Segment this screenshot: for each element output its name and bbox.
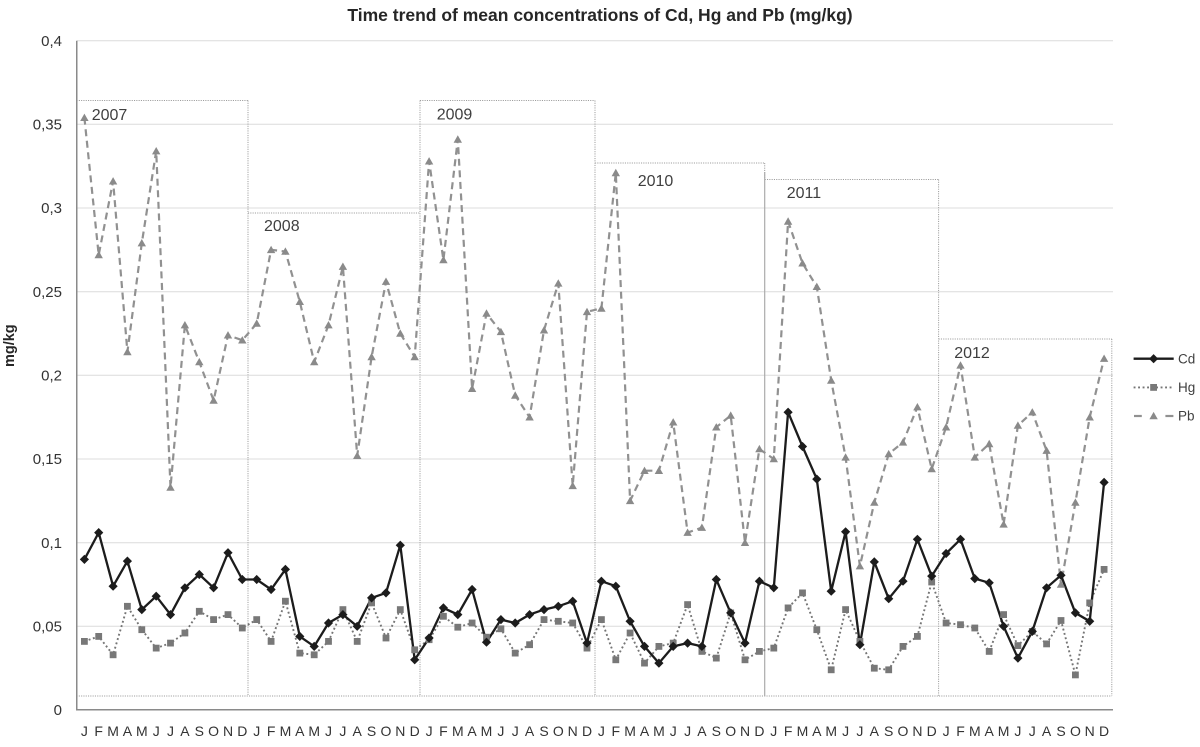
svg-text:J: J	[426, 723, 433, 739]
svg-text:F: F	[612, 723, 621, 739]
svg-text:N: N	[912, 723, 922, 739]
svg-text:0,05: 0,05	[33, 619, 62, 636]
svg-text:M: M	[998, 723, 1010, 739]
svg-text:O: O	[208, 723, 219, 739]
svg-text:2009: 2009	[437, 107, 473, 124]
svg-text:J: J	[598, 723, 605, 739]
svg-text:J: J	[842, 723, 849, 739]
svg-text:2012: 2012	[954, 345, 990, 362]
svg-text:O: O	[553, 723, 564, 739]
svg-text:J: J	[770, 723, 777, 739]
svg-text:F: F	[956, 723, 965, 739]
svg-text:0,2: 0,2	[41, 368, 62, 385]
svg-text:J: J	[167, 723, 174, 739]
svg-text:A: A	[525, 723, 535, 739]
svg-text:M: M	[136, 723, 148, 739]
svg-text:M: M	[825, 723, 837, 739]
svg-text:F: F	[94, 723, 103, 739]
svg-text:S: S	[884, 723, 893, 739]
svg-text:S: S	[367, 723, 376, 739]
svg-text:F: F	[267, 723, 276, 739]
svg-text:J: J	[253, 723, 260, 739]
svg-text:O: O	[381, 723, 392, 739]
svg-text:J: J	[684, 723, 691, 739]
svg-text:S: S	[539, 723, 548, 739]
svg-text:0: 0	[54, 702, 62, 719]
svg-text:F: F	[784, 723, 793, 739]
svg-text:O: O	[725, 723, 736, 739]
svg-text:N: N	[395, 723, 405, 739]
svg-text:2011: 2011	[787, 185, 822, 202]
svg-text:D: D	[410, 723, 420, 739]
svg-text:A: A	[180, 723, 190, 739]
svg-text:A: A	[870, 723, 880, 739]
svg-text:J: J	[856, 723, 863, 739]
svg-text:N: N	[1085, 723, 1095, 739]
svg-text:M: M	[308, 723, 320, 739]
svg-text:0,4: 0,4	[41, 33, 62, 50]
svg-text:J: J	[670, 723, 677, 739]
svg-text:J: J	[81, 723, 88, 739]
svg-text:A: A	[467, 723, 477, 739]
svg-text:M: M	[624, 723, 636, 739]
svg-text:M: M	[653, 723, 665, 739]
svg-text:2010: 2010	[638, 173, 674, 190]
svg-text:A: A	[640, 723, 650, 739]
svg-text:mg/kg: mg/kg	[2, 324, 18, 367]
svg-text:D: D	[1099, 723, 1109, 739]
svg-text:N: N	[568, 723, 578, 739]
svg-text:A: A	[697, 723, 707, 739]
svg-text:M: M	[107, 723, 119, 739]
svg-text:0,25: 0,25	[33, 284, 62, 301]
svg-text:D: D	[927, 723, 937, 739]
svg-text:A: A	[985, 723, 995, 739]
svg-text:Cd: Cd	[1178, 351, 1195, 366]
svg-text:J: J	[1014, 723, 1021, 739]
svg-text:J: J	[497, 723, 504, 739]
svg-text:A: A	[812, 723, 822, 739]
svg-text:M: M	[481, 723, 493, 739]
svg-text:S: S	[195, 723, 204, 739]
svg-text:J: J	[153, 723, 160, 739]
svg-text:0,35: 0,35	[33, 117, 62, 134]
svg-text:Time trend of mean concentrati: Time trend of mean concentrations of Cd,…	[347, 5, 852, 25]
svg-text:J: J	[943, 723, 950, 739]
svg-text:M: M	[797, 723, 809, 739]
svg-text:A: A	[295, 723, 305, 739]
svg-text:O: O	[1070, 723, 1081, 739]
svg-text:M: M	[969, 723, 981, 739]
svg-text:2008: 2008	[264, 218, 300, 235]
svg-text:D: D	[754, 723, 764, 739]
svg-text:S: S	[712, 723, 721, 739]
svg-text:0,3: 0,3	[41, 200, 62, 217]
svg-text:2007: 2007	[92, 107, 128, 124]
svg-text:Pb: Pb	[1178, 409, 1195, 424]
svg-text:0,15: 0,15	[33, 451, 62, 468]
svg-text:J: J	[339, 723, 346, 739]
svg-text:J: J	[512, 723, 519, 739]
svg-text:S: S	[1056, 723, 1065, 739]
svg-text:J: J	[1029, 723, 1036, 739]
svg-text:M: M	[452, 723, 464, 739]
svg-text:0,1: 0,1	[41, 535, 62, 552]
svg-text:A: A	[353, 723, 363, 739]
svg-text:A: A	[1042, 723, 1052, 739]
svg-text:N: N	[223, 723, 233, 739]
svg-text:D: D	[582, 723, 592, 739]
svg-text:A: A	[123, 723, 133, 739]
svg-text:M: M	[280, 723, 292, 739]
svg-text:F: F	[439, 723, 448, 739]
svg-text:J: J	[325, 723, 332, 739]
svg-text:N: N	[740, 723, 750, 739]
svg-text:D: D	[237, 723, 247, 739]
svg-text:Hg: Hg	[1178, 380, 1195, 395]
svg-text:O: O	[898, 723, 909, 739]
